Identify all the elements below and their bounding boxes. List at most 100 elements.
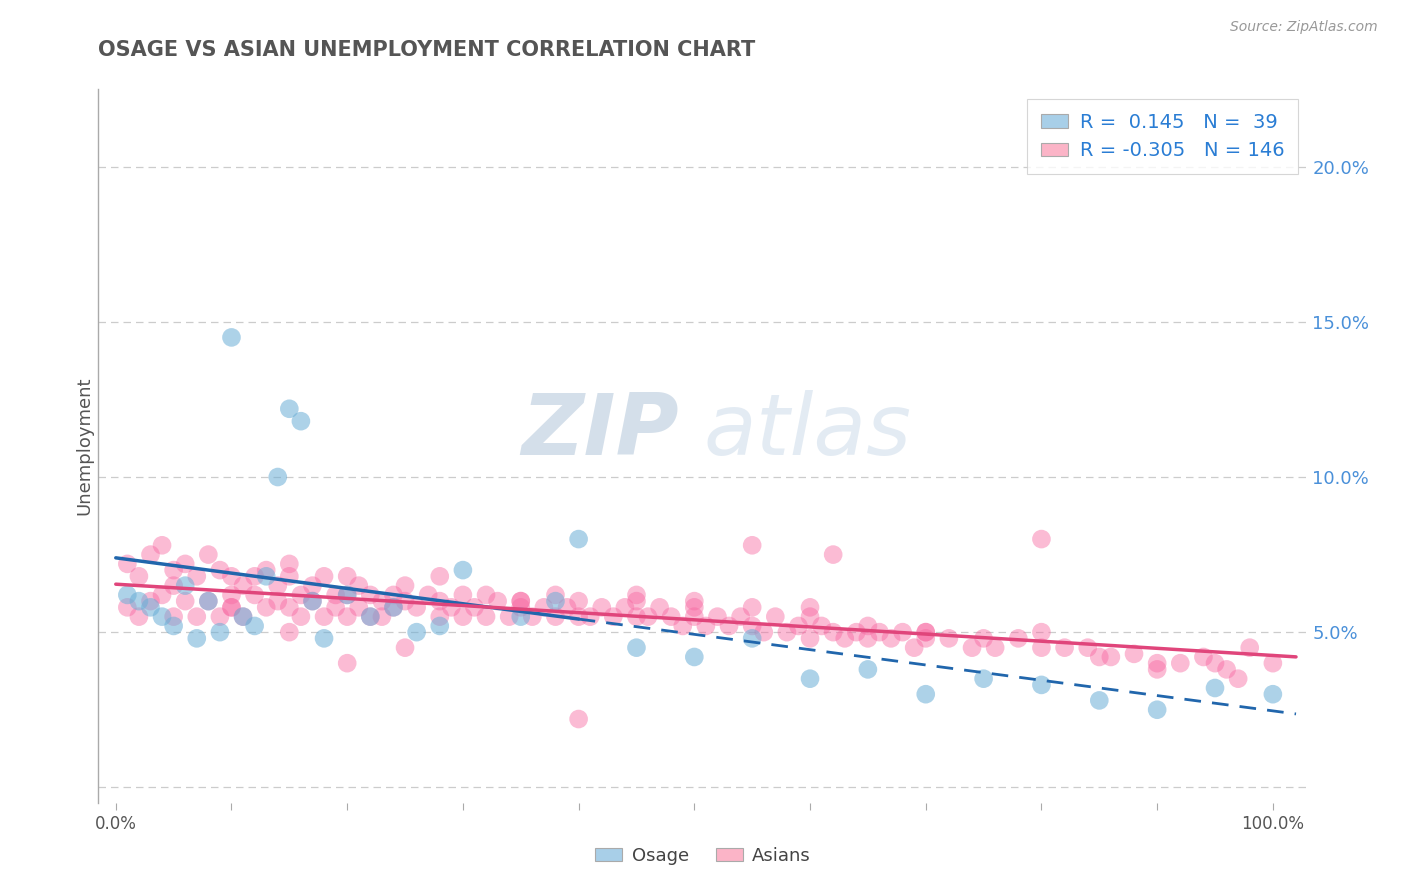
Legend: Osage, Asians: Osage, Asians: [588, 840, 818, 872]
Point: [371, 609, 394, 624]
Text: OSAGE VS ASIAN UNEMPLOYMENT CORRELATION CHART: OSAGE VS ASIAN UNEMPLOYMENT CORRELATION …: [98, 40, 755, 60]
Point: [221, 330, 243, 344]
Point: [290, 609, 312, 624]
Point: [162, 563, 184, 577]
Point: [823, 548, 845, 562]
Point: [254, 563, 277, 577]
Point: [544, 588, 567, 602]
Point: [1031, 532, 1053, 546]
Point: [429, 619, 451, 633]
Point: [290, 414, 312, 428]
Point: [683, 594, 706, 608]
Point: [602, 609, 624, 624]
Point: [418, 588, 440, 602]
Point: [197, 594, 219, 608]
Point: [336, 588, 359, 602]
Point: [1239, 640, 1261, 655]
Text: ZIP: ZIP: [522, 390, 679, 474]
Point: [1053, 640, 1076, 655]
Point: [278, 625, 301, 640]
Point: [254, 569, 277, 583]
Point: [509, 594, 531, 608]
Point: [208, 563, 231, 577]
Point: [359, 609, 381, 624]
Point: [243, 569, 266, 583]
Point: [683, 650, 706, 665]
Point: [1146, 703, 1168, 717]
Point: [347, 600, 370, 615]
Point: [301, 594, 323, 608]
Point: [568, 532, 591, 546]
Point: [544, 594, 567, 608]
Point: [150, 609, 173, 624]
Point: [1031, 625, 1053, 640]
Point: [197, 548, 219, 562]
Point: [208, 609, 231, 624]
Point: [1031, 640, 1053, 655]
Point: [914, 632, 936, 646]
Point: [695, 619, 717, 633]
Point: [823, 625, 845, 640]
Point: [1146, 662, 1168, 676]
Point: [128, 569, 150, 583]
Point: [405, 625, 427, 640]
Point: [810, 619, 832, 633]
Y-axis label: Unemployment: Unemployment: [76, 376, 94, 516]
Point: [243, 619, 266, 633]
Point: [139, 600, 162, 615]
Point: [1077, 640, 1099, 655]
Text: atlas: atlas: [703, 390, 911, 474]
Point: [1123, 647, 1146, 661]
Point: [568, 594, 591, 608]
Text: Source: ZipAtlas.com: Source: ZipAtlas.com: [1230, 20, 1378, 34]
Point: [869, 625, 891, 640]
Point: [891, 625, 914, 640]
Point: [1099, 650, 1122, 665]
Point: [150, 538, 173, 552]
Point: [162, 609, 184, 624]
Point: [117, 588, 139, 602]
Point: [128, 594, 150, 608]
Point: [174, 557, 197, 571]
Point: [174, 594, 197, 608]
Point: [880, 632, 903, 646]
Point: [221, 588, 243, 602]
Point: [555, 600, 578, 615]
Point: [325, 600, 347, 615]
Point: [301, 594, 323, 608]
Point: [613, 600, 636, 615]
Point: [429, 594, 451, 608]
Point: [648, 600, 671, 615]
Point: [440, 600, 463, 615]
Point: [1192, 650, 1215, 665]
Point: [290, 588, 312, 602]
Point: [336, 569, 359, 583]
Point: [429, 569, 451, 583]
Point: [312, 632, 335, 646]
Point: [579, 609, 602, 624]
Point: [394, 594, 416, 608]
Point: [451, 609, 474, 624]
Point: [637, 609, 659, 624]
Point: [197, 594, 219, 608]
Point: [914, 687, 936, 701]
Point: [301, 579, 323, 593]
Point: [232, 609, 254, 624]
Point: [856, 662, 879, 676]
Point: [232, 609, 254, 624]
Point: [799, 672, 821, 686]
Point: [382, 600, 405, 615]
Point: [186, 632, 208, 646]
Point: [429, 609, 451, 624]
Point: [174, 579, 197, 593]
Point: [325, 588, 347, 602]
Point: [914, 625, 936, 640]
Point: [799, 632, 821, 646]
Point: [1204, 656, 1226, 670]
Point: [486, 594, 509, 608]
Point: [312, 569, 335, 583]
Point: [278, 557, 301, 571]
Point: [186, 609, 208, 624]
Point: [347, 579, 370, 593]
Point: [117, 600, 139, 615]
